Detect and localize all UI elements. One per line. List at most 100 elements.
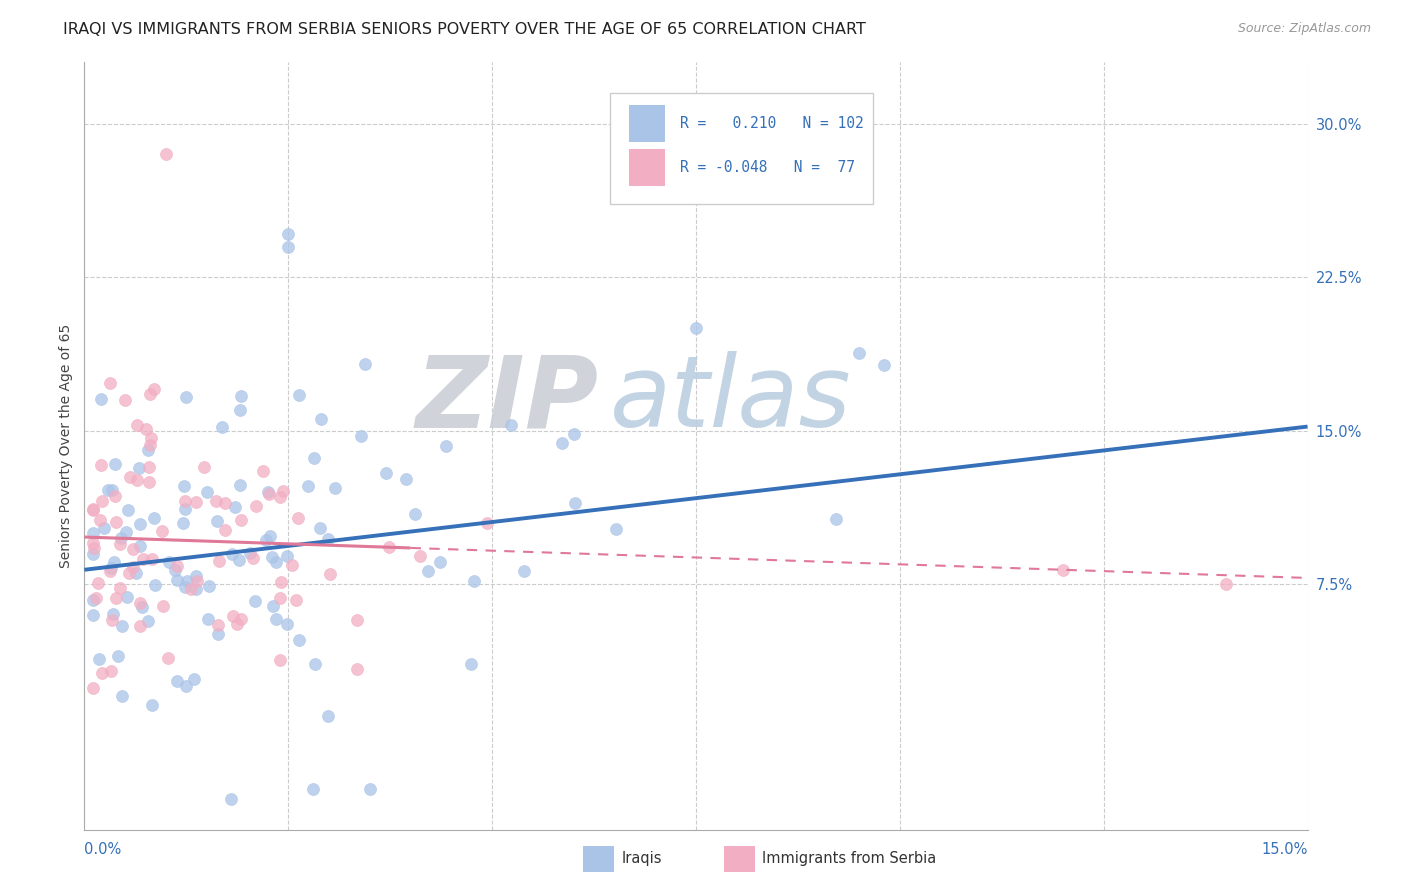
Point bbox=[143, 382, 166, 396]
Point bbox=[281, 558, 304, 573]
Point bbox=[302, 450, 325, 465]
Point bbox=[86, 591, 108, 605]
Point bbox=[91, 666, 114, 681]
Point bbox=[125, 473, 148, 487]
Point bbox=[354, 357, 377, 371]
Point bbox=[138, 443, 160, 458]
Point bbox=[136, 614, 159, 628]
Point bbox=[82, 503, 104, 517]
Point bbox=[166, 673, 188, 688]
Point bbox=[824, 512, 846, 526]
Text: Iraqis: Iraqis bbox=[621, 852, 662, 866]
Point bbox=[222, 609, 245, 624]
Point bbox=[273, 484, 295, 499]
Point bbox=[103, 555, 125, 569]
Point bbox=[122, 541, 145, 556]
Point bbox=[138, 475, 160, 489]
Point bbox=[183, 672, 205, 686]
Point bbox=[207, 618, 229, 632]
Point bbox=[224, 500, 246, 514]
Point bbox=[115, 590, 138, 604]
Point bbox=[316, 532, 339, 546]
Point bbox=[564, 426, 586, 441]
Point bbox=[346, 662, 368, 676]
Point bbox=[242, 551, 264, 566]
Point bbox=[207, 626, 229, 640]
Point bbox=[156, 650, 179, 665]
Point bbox=[225, 617, 247, 632]
Point bbox=[229, 478, 252, 492]
Point bbox=[117, 503, 139, 517]
Point bbox=[82, 526, 104, 541]
Point bbox=[277, 227, 299, 242]
Point bbox=[685, 321, 707, 335]
FancyBboxPatch shape bbox=[628, 105, 665, 142]
Point bbox=[259, 487, 281, 501]
Point bbox=[214, 523, 236, 537]
Point bbox=[1052, 563, 1074, 577]
Point bbox=[395, 472, 418, 486]
Point bbox=[229, 513, 252, 527]
Point bbox=[82, 607, 104, 622]
Point bbox=[174, 390, 197, 404]
Point bbox=[197, 484, 219, 499]
Point bbox=[100, 561, 122, 575]
Point bbox=[184, 582, 207, 596]
Point bbox=[375, 466, 398, 480]
Point bbox=[276, 616, 298, 631]
Point bbox=[207, 514, 229, 528]
Point bbox=[135, 422, 157, 436]
Point bbox=[259, 529, 281, 543]
Point bbox=[214, 496, 236, 510]
Point bbox=[173, 479, 195, 493]
Point bbox=[848, 346, 870, 360]
Point bbox=[145, 578, 167, 592]
Point bbox=[460, 657, 482, 672]
Point bbox=[184, 495, 207, 509]
Text: IRAQI VS IMMIGRANTS FROM SERBIA SENIORS POVERTY OVER THE AGE OF 65 CORRELATION C: IRAQI VS IMMIGRANTS FROM SERBIA SENIORS … bbox=[63, 22, 866, 37]
Point bbox=[211, 419, 233, 434]
Point bbox=[297, 478, 319, 492]
Point bbox=[101, 613, 124, 627]
Point bbox=[105, 591, 128, 605]
Point bbox=[176, 574, 198, 589]
Point bbox=[429, 556, 451, 570]
Point bbox=[174, 679, 197, 693]
Point bbox=[131, 599, 153, 614]
Point bbox=[408, 549, 430, 563]
Point bbox=[205, 493, 228, 508]
Point bbox=[378, 540, 401, 554]
Point bbox=[193, 460, 215, 475]
Point bbox=[155, 147, 177, 161]
Point bbox=[350, 429, 373, 443]
Point bbox=[82, 681, 104, 696]
Point bbox=[83, 541, 105, 555]
Point bbox=[229, 402, 252, 417]
Point bbox=[269, 490, 291, 504]
Point bbox=[101, 607, 124, 621]
Point bbox=[104, 489, 127, 503]
Point bbox=[91, 494, 114, 508]
Point bbox=[172, 516, 194, 530]
Text: R = -0.048   N =  77: R = -0.048 N = 77 bbox=[681, 160, 855, 175]
Point bbox=[128, 461, 150, 475]
Point bbox=[1215, 577, 1237, 591]
Point bbox=[141, 698, 163, 713]
Point bbox=[501, 417, 523, 432]
Point bbox=[152, 599, 174, 613]
Point bbox=[173, 501, 195, 516]
Point bbox=[564, 496, 586, 510]
Point bbox=[98, 564, 121, 578]
Point bbox=[125, 566, 148, 580]
Point bbox=[139, 431, 162, 445]
Point bbox=[285, 593, 308, 607]
Point bbox=[872, 358, 894, 372]
Point bbox=[229, 612, 252, 626]
Point bbox=[114, 524, 136, 539]
Point bbox=[309, 520, 332, 534]
Point bbox=[262, 599, 284, 613]
Point bbox=[260, 549, 283, 564]
Point bbox=[264, 556, 287, 570]
Point bbox=[186, 569, 208, 583]
Point bbox=[477, 516, 499, 530]
